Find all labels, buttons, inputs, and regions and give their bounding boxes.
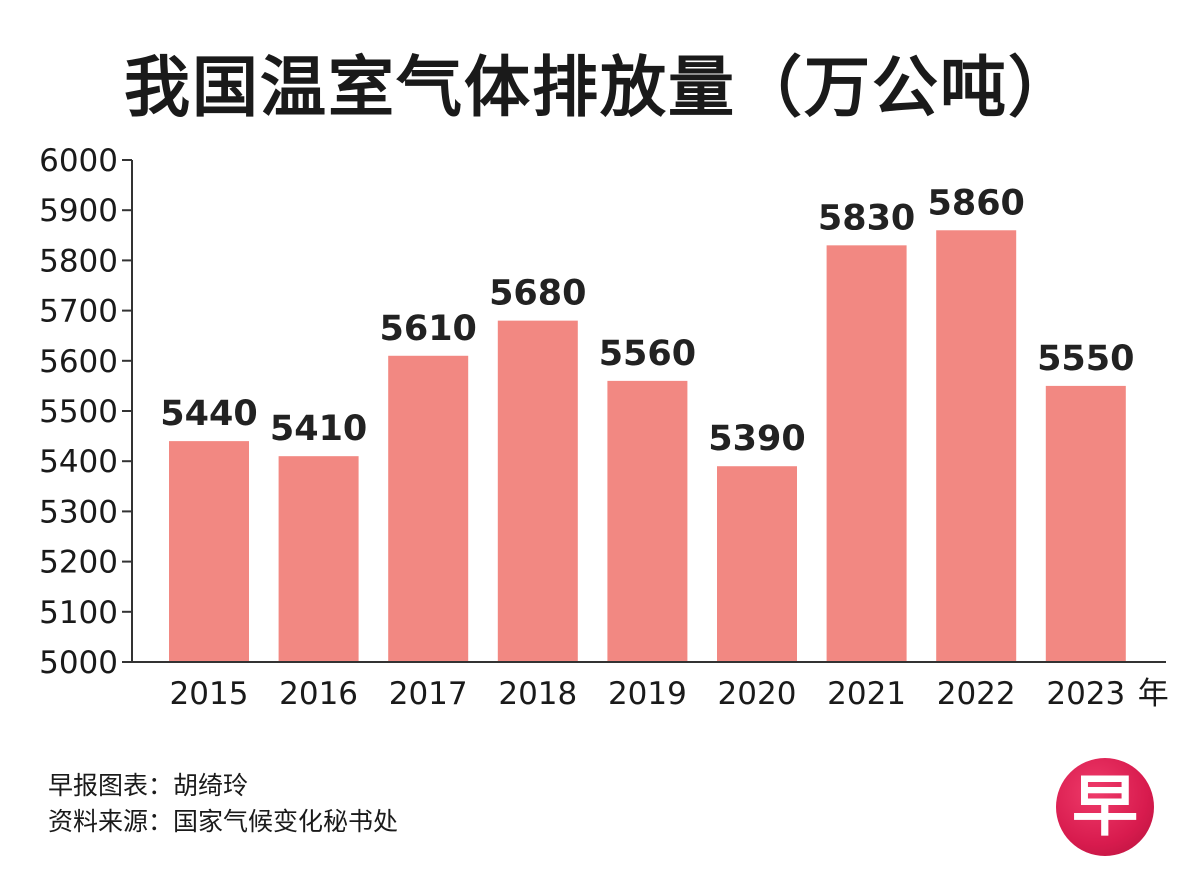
data-label: 5680 xyxy=(489,274,586,314)
bar xyxy=(278,456,359,662)
chart-credit: 早报图表：胡绮玲 xyxy=(48,771,249,800)
x-tick-label: 2021 xyxy=(827,676,906,712)
bar xyxy=(607,380,688,662)
bar-chart: 5000 5100 5200 5300 5400 5500 5600 5700 5800 5900… xyxy=(39,143,1169,712)
data-label: 5860 xyxy=(927,183,1024,223)
bar xyxy=(497,320,578,662)
y-tick-label: 5200 xyxy=(39,545,118,581)
y-tick-label: 5100 xyxy=(39,595,118,631)
y-tick-label: 5700 xyxy=(39,294,118,330)
data-labels: 5440 5410 5610 5680 5560 5390 5830 5860 5550 xyxy=(160,183,1134,459)
chart-title: 我国温室气体排放量（万公吨） xyxy=(124,49,1076,126)
data-label: 5440 xyxy=(160,394,257,434)
y-axis-ticks: 5000 5100 5200 5300 5400 5500 5600 5700 5800 5900… xyxy=(39,143,132,681)
bar xyxy=(1045,385,1126,662)
bar xyxy=(717,466,797,662)
y-tick-label: 5600 xyxy=(39,344,118,380)
x-tick-label: 2019 xyxy=(608,676,687,712)
y-tick-label: 5400 xyxy=(39,444,118,480)
x-tick-label: 2018 xyxy=(498,676,577,712)
credits: 早报图表：胡绮玲 资料来源：国家气候变化秘书处 xyxy=(48,768,398,840)
x-tick-label: 2023 xyxy=(1046,676,1125,712)
y-tick-label: 5900 xyxy=(39,193,118,229)
data-label: 5560 xyxy=(599,334,696,374)
data-label: 5830 xyxy=(818,198,915,238)
bar xyxy=(936,230,1017,662)
x-axis-ticks: 2015 2016 2017 2018 2019 2020 2021 2022 2023 xyxy=(170,676,1126,712)
data-label: 5390 xyxy=(708,419,805,459)
y-tick-label: 5500 xyxy=(39,394,118,430)
x-tick-label: 2016 xyxy=(279,676,358,712)
bar xyxy=(388,355,469,662)
data-label: 5550 xyxy=(1037,339,1134,379)
y-tick-label: 5800 xyxy=(39,243,118,279)
y-tick-label: 5300 xyxy=(39,494,118,530)
y-tick-label: 5000 xyxy=(39,645,118,681)
zaobao-logo-icon: 早 xyxy=(1056,758,1154,856)
x-axis-unit-label: 年 xyxy=(1138,676,1169,712)
x-tick-label: 2020 xyxy=(718,676,797,712)
data-label: 5410 xyxy=(270,409,367,449)
bar xyxy=(826,245,907,662)
x-tick-label: 2017 xyxy=(389,676,468,712)
x-tick-label: 2015 xyxy=(170,676,249,712)
bar xyxy=(169,441,249,662)
source-credit: 资料来源：国家气候变化秘书处 xyxy=(48,807,399,836)
x-tick-label: 2022 xyxy=(937,676,1016,712)
data-label: 5610 xyxy=(379,309,476,349)
bars xyxy=(169,230,1126,662)
y-tick-label: 6000 xyxy=(39,143,118,179)
